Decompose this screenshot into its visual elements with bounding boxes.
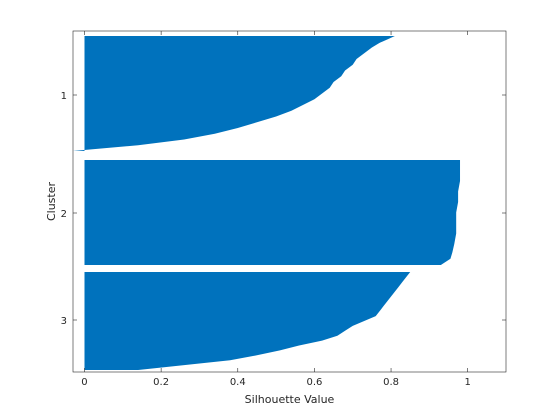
- x-tick-label: 1: [464, 377, 470, 388]
- axes-box: [72, 30, 507, 373]
- silhouette-bars-cluster-1: [73, 36, 395, 151]
- y-tick-label: 2: [61, 209, 67, 220]
- plot-area: 0 0.2 0.4 0.6 0.8 1 1 2 3: [61, 30, 507, 388]
- axis-ticks: 0 0.2 0.4 0.6 0.8 1 1 2 3: [61, 31, 506, 388]
- silhouette-bars-cluster-2: [84, 160, 461, 265]
- x-axis-label: Silhouette Value: [245, 393, 335, 406]
- y-axis-label: Cluster: [45, 182, 58, 222]
- y-tick-label: 1: [61, 91, 67, 102]
- x-tick-label: 0.8: [383, 377, 399, 388]
- x-tick-label: 0.4: [230, 377, 246, 388]
- silhouette-bars: [73, 36, 461, 370]
- silhouette-bars-cluster-3: [84, 272, 411, 370]
- x-tick-label: 0.2: [153, 377, 169, 388]
- x-tick-label: 0: [81, 377, 87, 388]
- y-tick-label: 3: [61, 316, 67, 327]
- x-tick-label: 0.6: [306, 377, 322, 388]
